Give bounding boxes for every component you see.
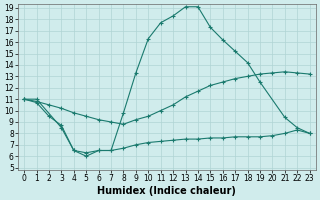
X-axis label: Humidex (Indice chaleur): Humidex (Indice chaleur) — [98, 186, 236, 196]
